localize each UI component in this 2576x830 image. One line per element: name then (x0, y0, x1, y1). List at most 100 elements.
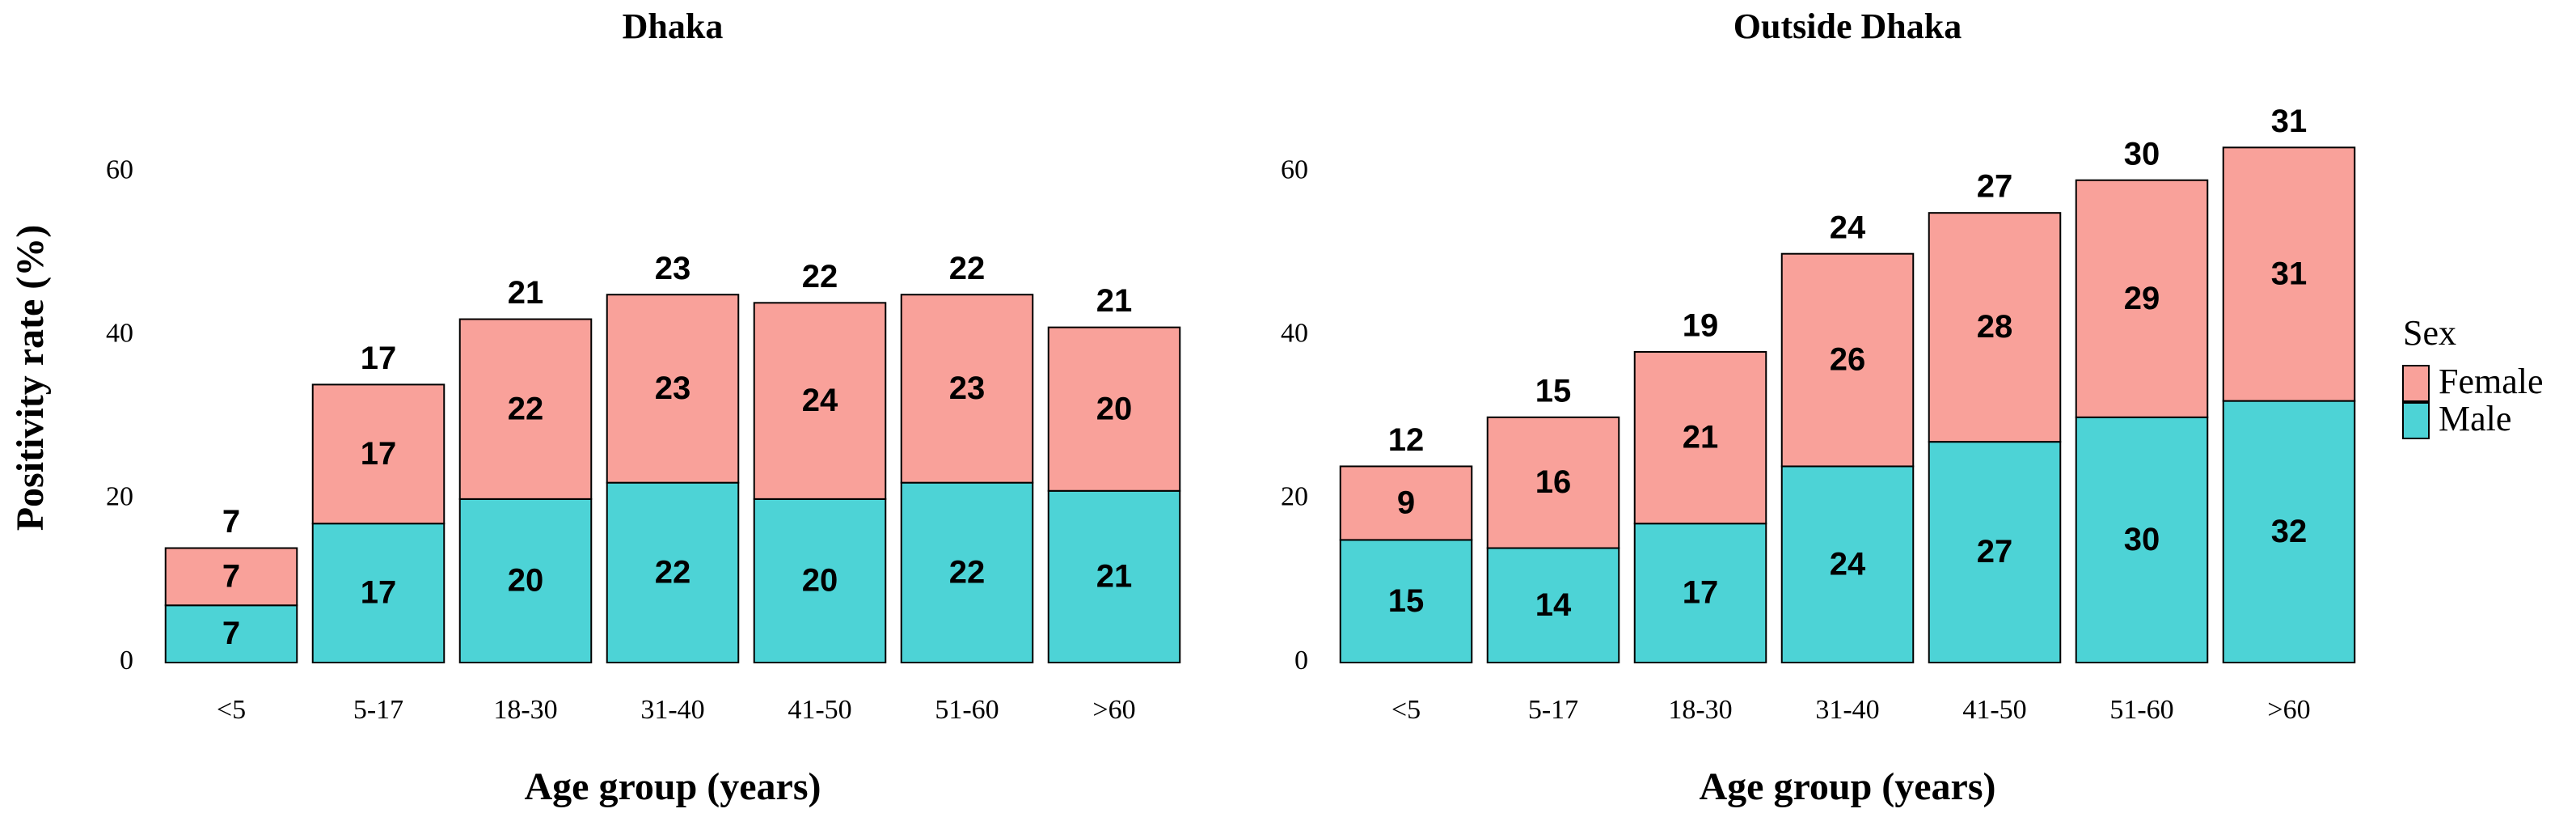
bar-label: 24 (1830, 546, 1866, 582)
x-tick-label: 18-30 (1668, 695, 1732, 725)
bar-label: 14 (1535, 587, 1572, 623)
overall-label: 12 (1388, 422, 1425, 458)
bar-segment (1633, 350, 1767, 525)
y-tick-label: 20 (1281, 482, 1308, 512)
y-tick-label: 60 (1281, 155, 1308, 184)
bar-label: 28 (1977, 309, 2013, 345)
bar-label: 30 (2124, 522, 2160, 557)
overall-label: 27 (1977, 169, 2013, 205)
bar-segment (900, 294, 1034, 484)
bar-label: 22 (949, 554, 986, 590)
overall-label: 17 (361, 341, 397, 376)
bar-label: 32 (2271, 514, 2308, 549)
bar-label: 7 (222, 616, 240, 651)
bar-segment (164, 604, 298, 663)
bar-segment (606, 294, 740, 484)
bar-segment (458, 318, 593, 500)
bar-segment (2222, 146, 2356, 402)
x-tick-label: 51-60 (935, 695, 999, 725)
bar-segment (1339, 465, 1473, 541)
bar-label: 22 (508, 391, 544, 426)
bar-segment (1780, 252, 1915, 468)
bar-segment (900, 481, 1034, 664)
bar-label: 15 (1388, 583, 1425, 619)
bar-label: 20 (1096, 391, 1133, 426)
x-tick-label: 41-50 (1962, 695, 2026, 725)
bar-segment (753, 498, 887, 663)
y-tick-label: 60 (106, 155, 133, 184)
bar-segment (458, 498, 593, 663)
bar-label: 29 (2124, 281, 2160, 316)
y-tick-label: 0 (1294, 646, 1308, 675)
x-tick-label: 31-40 (1815, 695, 1879, 725)
bar-segment (311, 383, 446, 525)
bar-segment (2222, 400, 2356, 663)
bar-segment (1928, 212, 2062, 443)
bar-segment (1047, 326, 1181, 492)
bar-label: 20 (508, 563, 544, 599)
bar-label: 20 (802, 563, 838, 599)
bar-segment (2075, 179, 2209, 418)
bar-label: 16 (1535, 464, 1572, 500)
bar-segment (1486, 416, 1620, 549)
bar-segment (1047, 489, 1181, 663)
x-tick-label: 5-17 (353, 695, 403, 725)
x-tick-label: 5-17 (1528, 695, 1578, 725)
bar-label: 27 (1977, 534, 2013, 570)
x-axis-title: Age group (years) (524, 765, 821, 808)
bar-label: 7 (222, 558, 240, 594)
y-tick-label: 0 (120, 646, 133, 675)
bar-label: 23 (949, 371, 986, 406)
bar-segment (1780, 465, 1915, 663)
overall-label: 22 (949, 251, 986, 286)
x-tick-label: 31-40 (640, 695, 704, 725)
bar-label: 31 (2271, 256, 2308, 292)
overall-label: 31 (2271, 104, 2308, 139)
bar-segment (1633, 523, 1767, 663)
chart-title: Dhaka (623, 6, 724, 46)
x-tick-label: 18-30 (493, 695, 557, 725)
bar-label: 22 (655, 554, 691, 590)
x-tick-label: 51-60 (2109, 695, 2173, 725)
legend-swatch (2402, 365, 2430, 402)
legend-title: Sex (2403, 313, 2456, 353)
y-tick-label: 40 (106, 319, 133, 349)
bar-segment (1928, 441, 2062, 663)
overall-label: 19 (1683, 308, 1719, 344)
legend-swatch (2402, 402, 2430, 439)
chart-title: Outside Dhaka (1734, 6, 1962, 46)
bar-label: 21 (1683, 420, 1719, 455)
overall-label: 7 (222, 504, 240, 540)
overall-label: 23 (655, 251, 691, 286)
bar-segment (1486, 547, 1620, 663)
bar-label: 23 (655, 371, 691, 406)
bar-segment (164, 547, 298, 607)
bar-label: 9 (1397, 485, 1415, 520)
overall-label: 21 (508, 275, 544, 311)
overall-label: 22 (802, 259, 838, 294)
x-tick-label: >60 (2267, 695, 2310, 725)
chart-panel: Outside Dhaka Age group (years) 0 20 40 60 <5 1… (1281, 6, 2544, 808)
bar-label: 17 (361, 436, 397, 472)
chart-panel: Dhaka Age group (years) Positivity rate (%… (9, 6, 1181, 808)
bar-segment (2075, 416, 2209, 663)
y-tick-label: 20 (106, 482, 133, 512)
x-tick-label: 41-50 (788, 695, 851, 725)
y-axis-title: Positivity rate (%) (9, 225, 52, 531)
bar-label: 21 (1096, 558, 1133, 594)
x-tick-label: <5 (1391, 695, 1421, 725)
bar-segment (1339, 539, 1473, 664)
bar-segment (753, 302, 887, 500)
overall-label: 24 (1830, 210, 1866, 245)
overall-label: 21 (1096, 283, 1133, 319)
bar-label: 24 (802, 383, 838, 418)
bar-label: 17 (361, 575, 397, 611)
x-tick-label: <5 (217, 695, 246, 725)
y-tick-label: 40 (1281, 319, 1308, 349)
overall-label: 30 (2124, 136, 2160, 172)
bar-segment (606, 481, 740, 664)
bar-label: 26 (1830, 342, 1866, 378)
x-tick-label: >60 (1092, 695, 1135, 725)
